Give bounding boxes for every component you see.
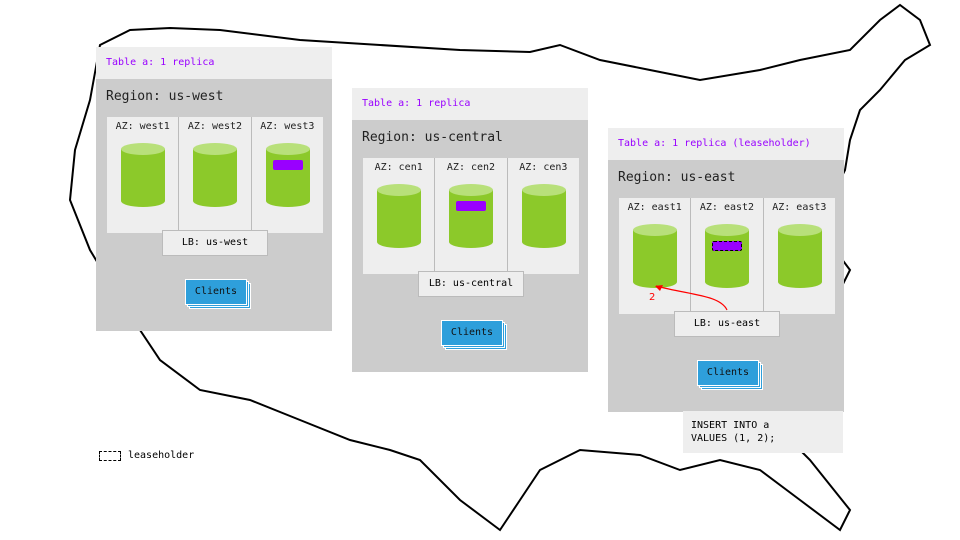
- region-title: Region: us-west: [106, 89, 224, 104]
- leaseholder-legend-icon: [99, 451, 121, 461]
- az-label: AZ: west1: [115, 121, 170, 132]
- legend-label: leaseholder: [128, 450, 195, 461]
- load-balancer[interactable]: LB: us-central: [418, 271, 524, 297]
- load-balancer[interactable]: LB: us-east: [674, 311, 780, 337]
- table-label: Table a: 1 replica: [352, 88, 588, 120]
- replica: [272, 160, 303, 170]
- database-node-icon[interactable]: [705, 224, 750, 288]
- az-label: AZ: cen3: [519, 162, 568, 173]
- region-0: Region: us-west AZ: west1 AZ: west2 AZ: …: [96, 79, 332, 331]
- leaseholder-replica: [712, 241, 743, 251]
- az-label: AZ: east2: [699, 202, 755, 213]
- database-node-icon[interactable]: [193, 143, 238, 207]
- clients-label: Clients: [706, 367, 750, 378]
- region-1: Region: us-central AZ: cen1 AZ: cen2 AZ:…: [352, 120, 588, 372]
- clients-button[interactable]: Clients: [185, 279, 251, 309]
- az-column: AZ: cen1: [363, 158, 436, 274]
- clients-button[interactable]: Clients: [697, 360, 763, 390]
- query-line-2: VALUES (1, 2);: [691, 433, 776, 444]
- az-column: AZ: cen3: [508, 158, 579, 274]
- region-2: Region: us-east AZ: east1 AZ: east2 AZ: …: [608, 160, 844, 412]
- sql-query: INSERT INTO a VALUES (1, 2);: [683, 411, 843, 453]
- az-column: AZ: east1: [619, 198, 692, 314]
- table-label: Table a: 1 replica (leaseholder): [608, 128, 844, 160]
- database-node-icon[interactable]: [633, 224, 677, 288]
- database-node-icon[interactable]: [121, 143, 165, 207]
- database-node-icon[interactable]: [377, 184, 421, 248]
- replica: [456, 201, 487, 211]
- database-node-icon[interactable]: [521, 184, 566, 248]
- az-column: AZ: west3: [252, 117, 323, 233]
- az-label: AZ: cen2: [446, 162, 496, 173]
- az-column: AZ: west1: [107, 117, 180, 233]
- az-column: AZ: cen2: [435, 158, 508, 274]
- database-node-icon[interactable]: [449, 184, 494, 248]
- clients-label: Clients: [450, 327, 494, 338]
- availability-zones: AZ: cen1 AZ: cen2 AZ: cen3: [363, 158, 579, 274]
- az-label: AZ: cen1: [374, 162, 423, 173]
- az-column: AZ: east2: [691, 198, 764, 314]
- database-node-icon[interactable]: [777, 224, 822, 288]
- clients-label: Clients: [194, 286, 238, 297]
- database-node-icon[interactable]: [265, 143, 310, 207]
- az-column: AZ: west2: [179, 117, 252, 233]
- load-balancer[interactable]: LB: us-west: [162, 230, 268, 256]
- table-label: Table a: 1 replica: [96, 47, 332, 79]
- az-label: AZ: west2: [187, 121, 243, 132]
- clients-button[interactable]: Clients: [441, 320, 507, 350]
- availability-zones: AZ: east1 AZ: east2 AZ: east3: [619, 198, 835, 314]
- query-line-1: INSERT INTO a: [691, 420, 770, 431]
- region-title: Region: us-central: [362, 130, 503, 145]
- az-label: AZ: east3: [772, 202, 827, 213]
- arrow-label: 2: [649, 292, 655, 303]
- region-title: Region: us-east: [618, 170, 736, 185]
- availability-zones: AZ: west1 AZ: west2 AZ: west3: [107, 117, 323, 233]
- az-column: AZ: east3: [764, 198, 835, 314]
- az-label: AZ: west3: [260, 121, 315, 132]
- az-label: AZ: east1: [627, 202, 682, 213]
